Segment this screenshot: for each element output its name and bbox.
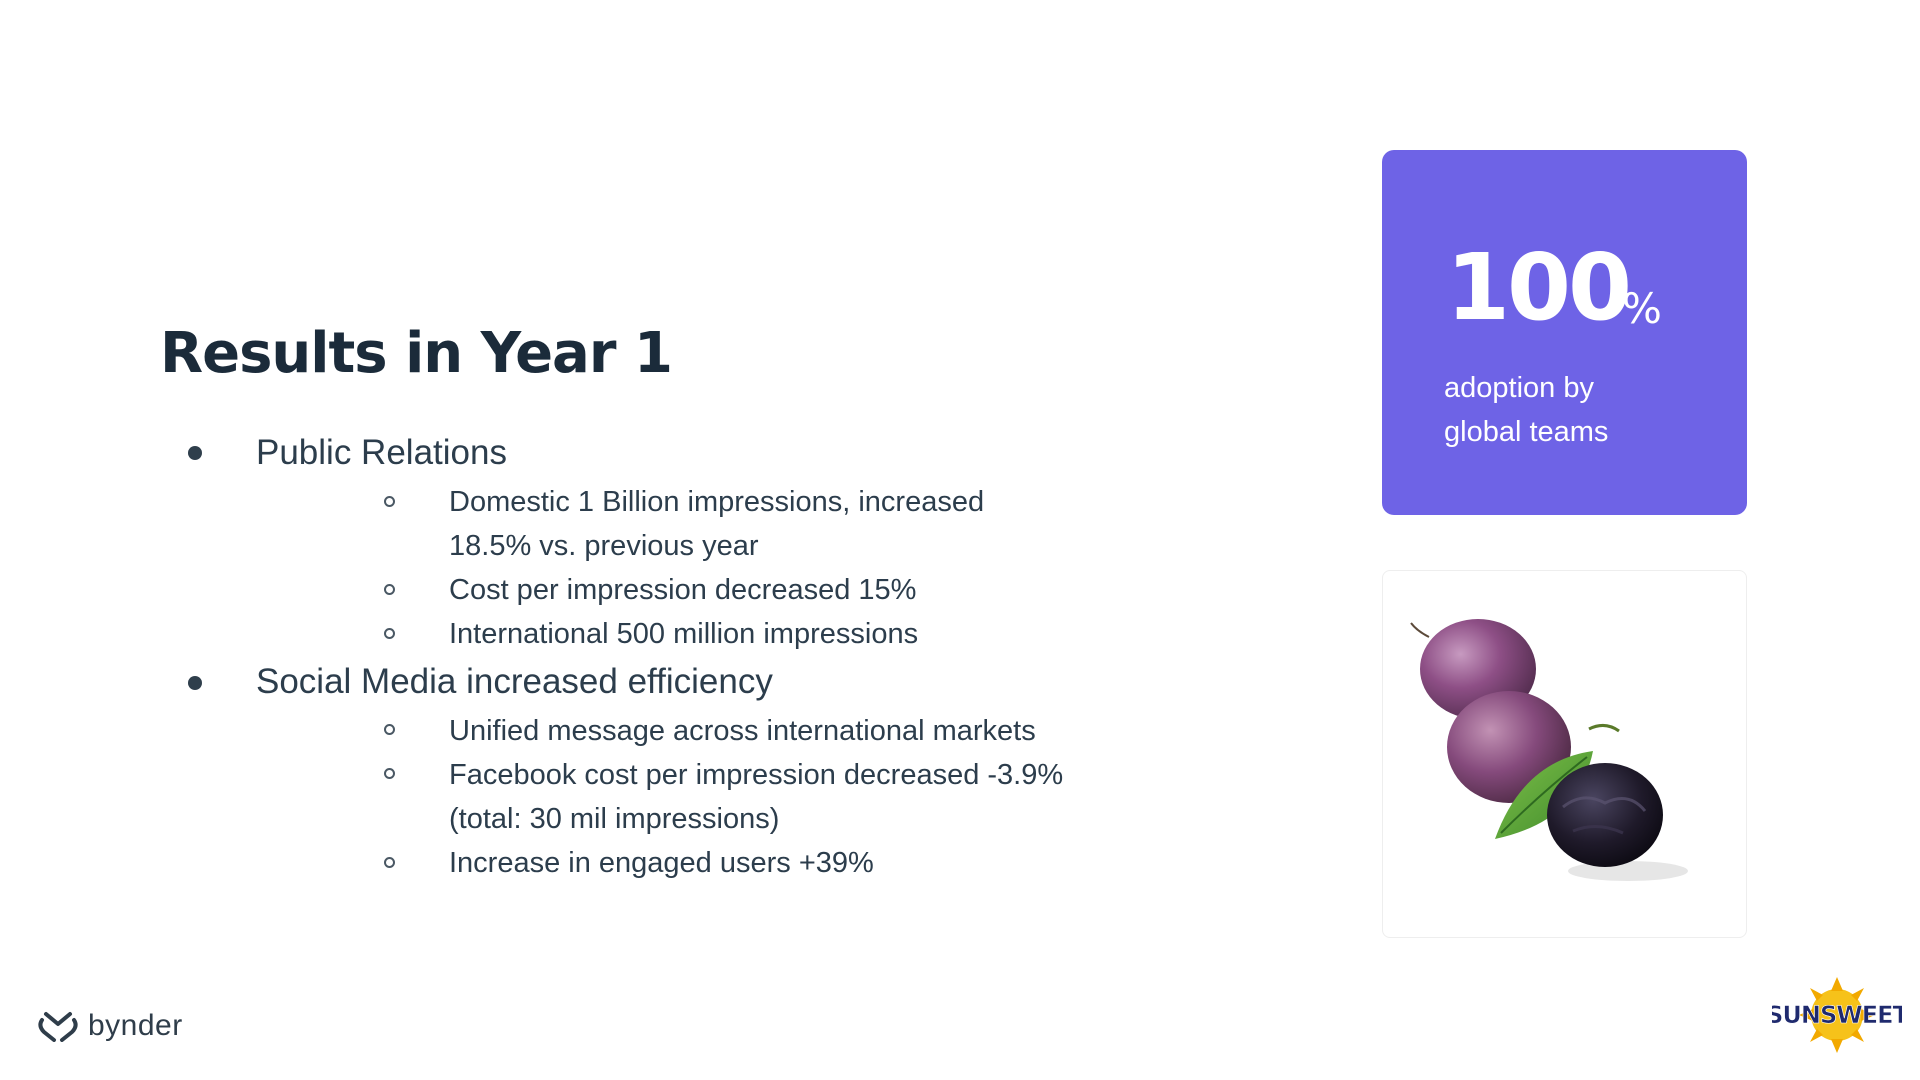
sub-bullet-domestic-cont: 18.5% vs. previous year (449, 530, 759, 562)
sub-bullet-domestic: Domestic 1 Billion impressions, increase… (449, 486, 985, 518)
bullet-public-relations: Public Relations (256, 433, 507, 472)
bynder-logo-text: bynder (88, 1009, 183, 1042)
sub-bullet-facebook-cost: Facebook cost per impression decreased -… (449, 759, 1064, 791)
bynder-heart-icon (38, 1012, 78, 1042)
sunsweet-logo-text: SUNSWEET (1772, 1001, 1902, 1029)
stat-number: 100 (1446, 234, 1632, 341)
sub-bullet-circle (384, 724, 395, 735)
plums-and-prune-photo-icon (1410, 619, 1688, 881)
sub-bullet-unified-message: Unified message across international mar… (449, 715, 1036, 747)
sub-bullet-circle (384, 857, 395, 868)
adoption-stat-card: 100 % adoption by global teams (1382, 150, 1747, 515)
bullet-social-media: Social Media increased efficiency (256, 662, 773, 701)
stat-caption-line1: adoption by (1444, 372, 1594, 404)
stat-percent-suffix: % (1622, 284, 1662, 333)
sub-bullet-facebook-cost-cont: (total: 30 mil impressions) (449, 803, 780, 835)
bynder-logo: bynder (38, 1006, 183, 1046)
sub-bullet-circle (384, 768, 395, 779)
sub-bullet-cost-per-impression: Cost per impression decreased 15% (449, 574, 917, 606)
sub-bullet-circle (384, 584, 395, 595)
stat-caption-line2: global teams (1444, 416, 1609, 448)
sunsweet-logo: SUNSWEET (1772, 977, 1902, 1053)
plums-photo-card (1382, 570, 1747, 938)
sub-bullet-circle (384, 628, 395, 639)
slide-title: Results in Year 1 (160, 321, 673, 386)
sub-bullet-engaged-users: Increase in engaged users +39% (449, 847, 874, 879)
results-list: Public Relations Domestic 1 Billion impr… (188, 433, 1064, 879)
stat-caption: adoption by global teams (1444, 366, 1704, 454)
sub-bullet-circle (384, 496, 395, 507)
bullet-dot (188, 446, 202, 460)
sub-bullet-international: International 500 million impressions (449, 618, 919, 650)
bullet-dot (188, 676, 202, 690)
